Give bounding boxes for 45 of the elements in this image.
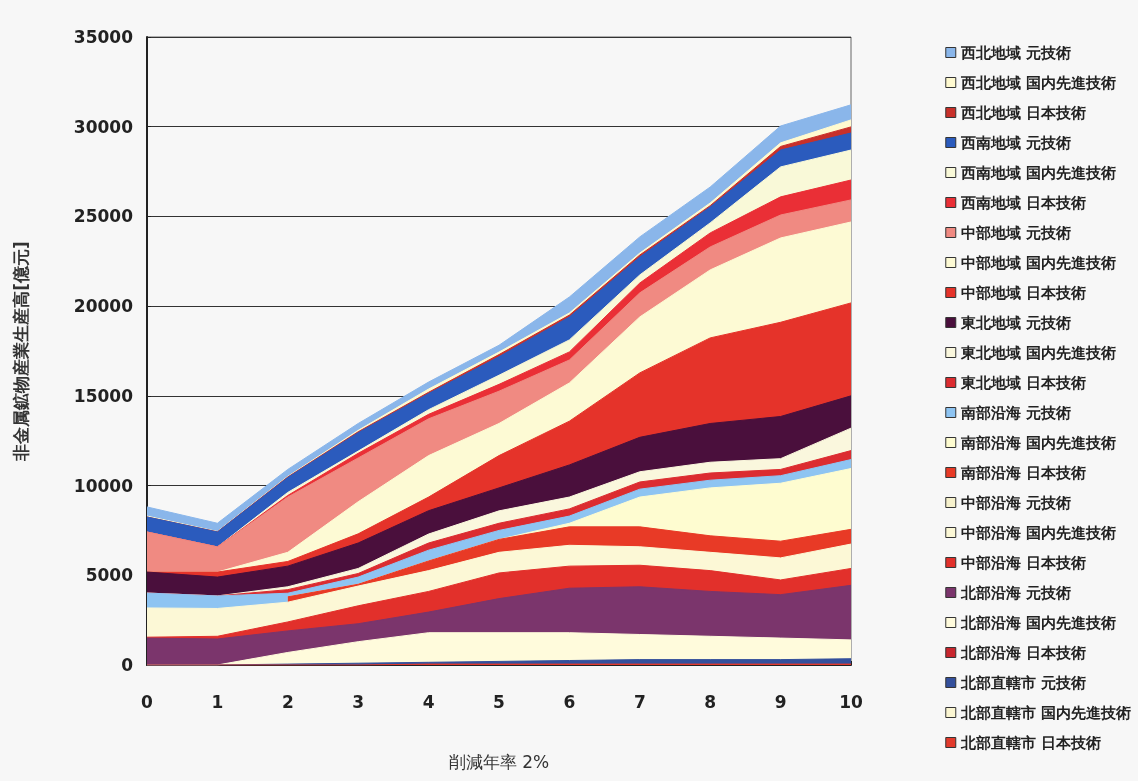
legend-label: 北部沿海 日本技術 [959,643,1087,662]
y-tick-label: 15000 [73,385,134,406]
legend-label: 東北地域 日本技術 [959,373,1087,392]
legend-label: 西北地域 元技術 [959,43,1072,62]
legend-label: 西南地域 元技術 [959,133,1072,152]
y-tick-label: 20000 [73,296,134,317]
legend-label: 南部沿海 日本技術 [959,463,1087,482]
legend-label: 中部沿海 国内先進技術 [960,523,1117,542]
x-axis-title: 削減年率 2% [448,751,550,772]
legend-label: 西南地域 日本技術 [959,193,1087,212]
legend-label: 東北地域 元技術 [959,313,1072,332]
legend-label: 南部沿海 国内先進技術 [959,433,1117,452]
x-tick-label: 1 [211,691,224,712]
legend-label: 中部地域 元技術 [960,223,1072,242]
legend-label: 東北地域 国内先進技術 [959,343,1117,362]
legend-label: 北部沿海 国内先進技術 [959,613,1117,632]
x-tick-label: 7 [633,691,646,712]
y-tick-label: 35000 [73,27,134,47]
y-tick-label: 25000 [73,206,134,227]
legend-label: 北部直轄市 元技術 [959,673,1087,692]
legend-label: 北部直轄市 国内先進技術 [959,703,1132,722]
x-tick-label: 5 [493,691,505,712]
y-tick-label: 0 [121,655,134,675]
x-tick-label: 2 [281,691,294,712]
legend-label: 中部沿海 元技術 [960,493,1072,512]
x-tick-label: 4 [422,691,435,712]
x-tick-label: 6 [563,691,576,712]
x-tick-label: 3 [352,691,365,712]
legend-label: 西北地域 日本技術 [959,103,1087,122]
legend-label: 南部沿海 元技術 [959,403,1072,422]
y-tick-label: 30000 [73,116,134,137]
legend-label: 北部沿海 元技術 [959,583,1072,602]
x-tick-label: 10 [839,691,863,712]
y-tick-label: 5000 [85,565,134,586]
y-axis-title: 非金属鉱物産業生産高[億元] [10,241,31,462]
x-tick-label: 9 [774,691,787,712]
legend-label: 中部地域 国内先進技術 [960,253,1117,272]
x-tick-label: 0 [141,691,154,712]
legend-label: 中部地域 日本技術 [960,283,1087,302]
y-tick-label: 10000 [73,475,134,496]
x-tick-label: 8 [704,691,717,712]
legend-label: 西北地域 国内先進技術 [959,73,1117,92]
legend-label: 西南地域 国内先進技術 [959,163,1117,182]
legend-label: 中部沿海 日本技術 [960,553,1087,572]
legend-label: 北部直轄市 日本技術 [959,733,1102,752]
